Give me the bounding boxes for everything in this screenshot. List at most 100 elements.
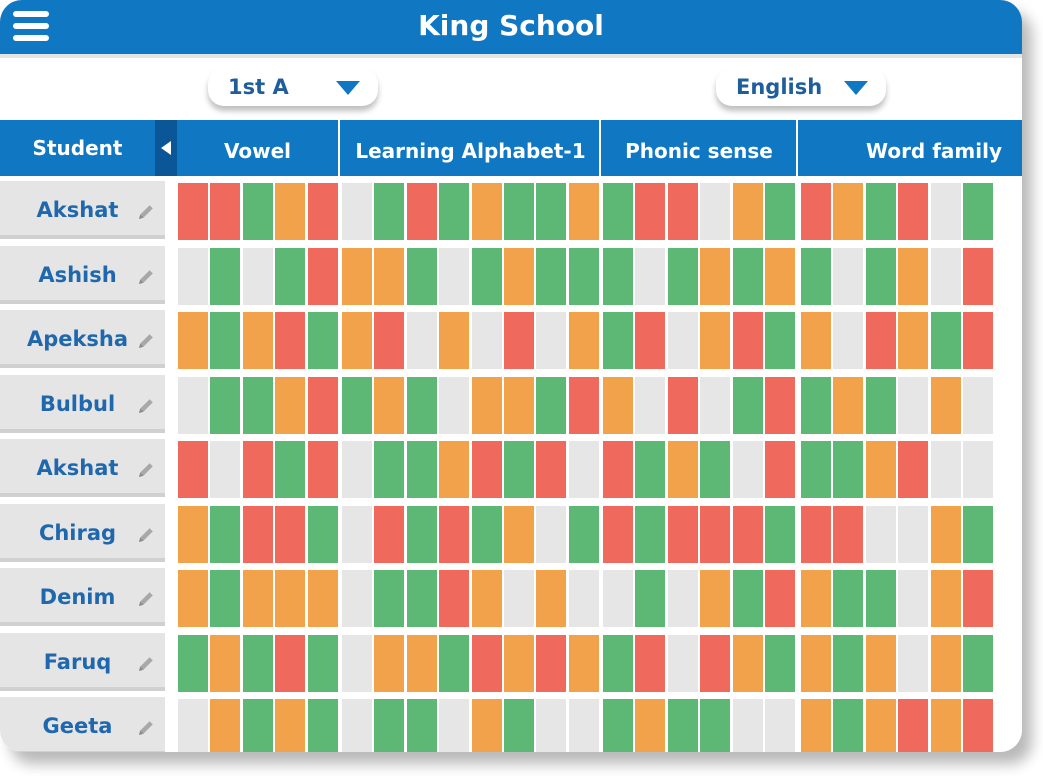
grade-cell[interactable]: [275, 377, 305, 434]
grade-cell[interactable]: [243, 699, 273, 752]
grade-cell[interactable]: [178, 441, 208, 498]
grade-cell[interactable]: [407, 635, 437, 692]
grade-cell[interactable]: [472, 312, 502, 369]
grade-cell[interactable]: [504, 312, 534, 369]
grade-cell[interactable]: [668, 312, 698, 369]
grade-cell[interactable]: [569, 183, 599, 240]
grade-cell[interactable]: [504, 506, 534, 563]
grade-cell[interactable]: [635, 570, 665, 627]
grade-cell[interactable]: [801, 183, 831, 240]
grade-cell[interactable]: [668, 377, 698, 434]
pencil-icon[interactable]: [137, 526, 155, 544]
grade-cell[interactable]: [898, 248, 928, 305]
grade-cell[interactable]: [635, 441, 665, 498]
grade-cell[interactable]: [210, 248, 240, 305]
grade-cell[interactable]: [603, 506, 633, 563]
grade-cell[interactable]: [472, 570, 502, 627]
grade-cell[interactable]: [765, 506, 795, 563]
grade-cell[interactable]: [504, 248, 534, 305]
grade-cell[interactable]: [472, 183, 502, 240]
grade-cell[interactable]: [504, 570, 534, 627]
grade-cell[interactable]: [765, 635, 795, 692]
grade-cell[interactable]: [536, 312, 566, 369]
grade-cell[interactable]: [801, 506, 831, 563]
grade-cell[interactable]: [178, 248, 208, 305]
grade-cell[interactable]: [765, 183, 795, 240]
grade-cell[interactable]: [536, 570, 566, 627]
category-header-vowel[interactable]: Vowel: [223, 139, 292, 163]
grade-cell[interactable]: [407, 699, 437, 752]
grade-cell[interactable]: [765, 570, 795, 627]
student-row-3[interactable]: Bulbul: [0, 375, 165, 433]
grade-cell[interactable]: [407, 506, 437, 563]
grade-cell[interactable]: [668, 248, 698, 305]
grade-cell[interactable]: [243, 183, 273, 240]
grade-cell[interactable]: [833, 312, 863, 369]
grade-cell[interactable]: [668, 441, 698, 498]
grade-cell[interactable]: [210, 441, 240, 498]
grade-cell[interactable]: [801, 699, 831, 752]
grade-cell[interactable]: [536, 506, 566, 563]
grade-cell[interactable]: [569, 506, 599, 563]
category-header-learning-alphabet[interactable]: Learning Alphabet-1: [338, 120, 601, 176]
grade-cell[interactable]: [374, 699, 404, 752]
grade-cell[interactable]: [700, 635, 730, 692]
grade-cell[interactable]: [210, 312, 240, 369]
grade-cell[interactable]: [733, 699, 763, 752]
grade-cell[interactable]: [439, 312, 469, 369]
grade-cell[interactable]: [733, 441, 763, 498]
grade-cell[interactable]: [243, 635, 273, 692]
grade-cell[interactable]: [407, 312, 437, 369]
grade-cell[interactable]: [210, 183, 240, 240]
grade-cell[interactable]: [569, 312, 599, 369]
grade-cell[interactable]: [569, 441, 599, 498]
grade-cell[interactable]: [178, 312, 208, 369]
grade-cell[interactable]: [833, 699, 863, 752]
grade-cell[interactable]: [439, 635, 469, 692]
student-row-1[interactable]: Ashish: [0, 246, 165, 304]
grade-cell[interactable]: [243, 377, 273, 434]
grade-cell[interactable]: [898, 377, 928, 434]
grade-cell[interactable]: [635, 506, 665, 563]
grade-cell[interactable]: [342, 570, 372, 627]
grade-cell[interactable]: [833, 570, 863, 627]
grade-cell[interactable]: [275, 635, 305, 692]
grade-cell[interactable]: [178, 506, 208, 563]
student-row-6[interactable]: Denim: [0, 568, 165, 626]
grade-cell[interactable]: [472, 635, 502, 692]
grade-cell[interactable]: [178, 183, 208, 240]
grade-cell[interactable]: [439, 570, 469, 627]
grade-cell[interactable]: [504, 441, 534, 498]
grade-cell[interactable]: [504, 699, 534, 752]
grade-cell[interactable]: [407, 183, 437, 240]
pencil-icon[interactable]: [137, 397, 155, 415]
grade-cell[interactable]: [210, 570, 240, 627]
grade-cell[interactable]: [963, 699, 993, 752]
class-dropdown[interactable]: 1st A: [208, 68, 378, 106]
grade-cell[interactable]: [931, 441, 961, 498]
grade-cell[interactable]: [898, 441, 928, 498]
grade-cell[interactable]: [210, 635, 240, 692]
grade-cell[interactable]: [472, 441, 502, 498]
grade-cell[interactable]: [833, 377, 863, 434]
grade-cell[interactable]: [963, 441, 993, 498]
grade-cell[interactable]: [504, 183, 534, 240]
grade-cell[interactable]: [765, 248, 795, 305]
grade-cell[interactable]: [308, 506, 338, 563]
grade-cell[interactable]: [898, 312, 928, 369]
grade-cell[interactable]: [308, 377, 338, 434]
grade-cell[interactable]: [243, 312, 273, 369]
pencil-icon[interactable]: [137, 332, 155, 350]
grade-cell[interactable]: [733, 248, 763, 305]
student-row-8[interactable]: Geeta: [0, 697, 165, 752]
grade-cell[interactable]: [833, 635, 863, 692]
grade-cell[interactable]: [210, 506, 240, 563]
grade-cell[interactable]: [833, 183, 863, 240]
grade-cell[interactable]: [963, 635, 993, 692]
grade-cell[interactable]: [342, 635, 372, 692]
student-row-4[interactable]: Akshat: [0, 439, 165, 497]
grade-cell[interactable]: [963, 570, 993, 627]
grade-cell[interactable]: [700, 441, 730, 498]
grade-cell[interactable]: [536, 183, 566, 240]
pencil-icon[interactable]: [137, 590, 155, 608]
